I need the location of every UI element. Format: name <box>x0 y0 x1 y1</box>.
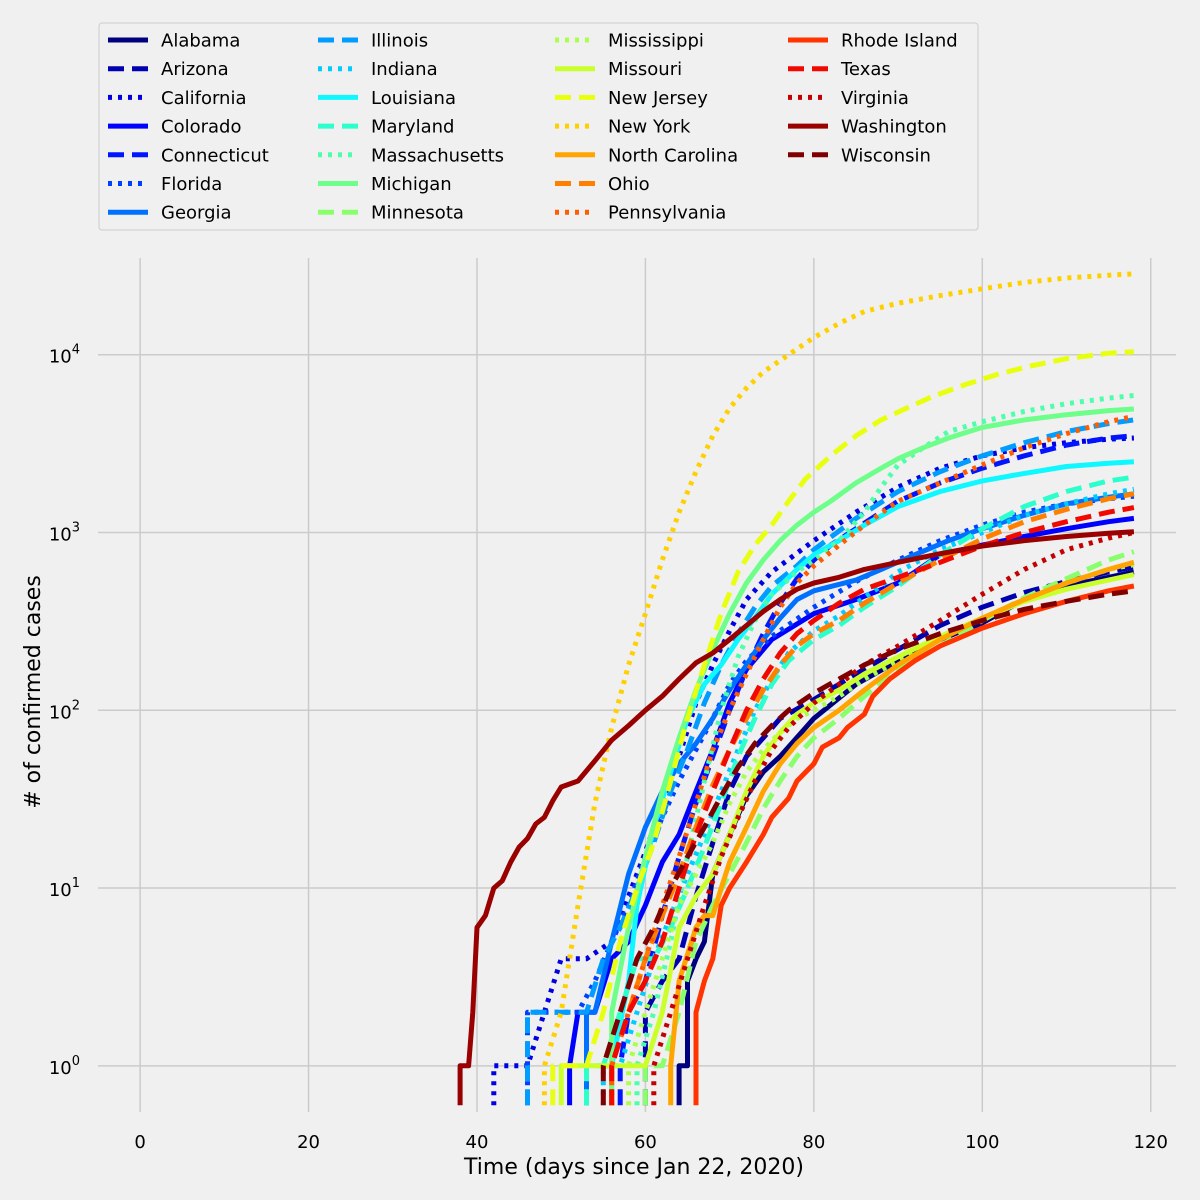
x-tick-label: 20 <box>297 1132 320 1153</box>
legend-label: Louisiana <box>371 88 456 109</box>
legend-label: Colorado <box>161 117 241 138</box>
legend-label: Massachusetts <box>371 145 504 166</box>
y-tick-label: 103 <box>49 521 80 546</box>
series-line-wisconsin <box>600 588 1135 1106</box>
legend-label: North Carolina <box>608 145 738 166</box>
y-tick-label: 101 <box>49 876 80 901</box>
legend-label: Washington <box>841 117 947 138</box>
x-tick-label: 40 <box>466 1132 489 1153</box>
y-axis-label: # of confirmed cases <box>21 575 46 809</box>
x-tick-label: 100 <box>965 1132 999 1153</box>
x-axis-label: Time (days since Jan 22, 2020) <box>463 1155 804 1180</box>
series-line-new-jersey <box>550 349 1135 1106</box>
series-line-maryland <box>584 474 1135 1106</box>
legend-label: Maryland <box>371 117 454 138</box>
legend-label: Indiana <box>371 59 438 80</box>
legend-label: New York <box>608 117 691 138</box>
series-line-texas <box>609 505 1135 1106</box>
legend-label: Missouri <box>608 59 682 80</box>
legend-label: Rhode Island <box>841 31 958 52</box>
legend-label: Michigan <box>371 174 452 195</box>
legend-label: New Jersey <box>608 88 708 109</box>
series-line-new-york <box>541 271 1135 1106</box>
legend-label: Virginia <box>841 88 909 109</box>
y-tick-label: 100 <box>49 1054 80 1079</box>
series-line-michigan <box>609 406 1135 1106</box>
legend-label: Minnesota <box>371 203 464 224</box>
legend-label: Texas <box>840 59 891 80</box>
legend-box <box>98 22 979 231</box>
series-line-virginia <box>651 530 1135 1106</box>
y-tick-label: 102 <box>49 698 80 723</box>
y-tick-label: 104 <box>49 343 80 368</box>
legend-label: Ohio <box>608 174 650 195</box>
legend-label: Illinois <box>371 31 428 52</box>
x-tick-label: 60 <box>634 1132 657 1153</box>
legend-label: Mississippi <box>608 31 704 52</box>
series-lines <box>457 271 1135 1106</box>
legend-label: Pennsylvania <box>608 203 726 224</box>
legend-label: Florida <box>161 174 222 195</box>
legend-label: Georgia <box>161 203 232 224</box>
axis-ticks: 0 20 40 60 80 100 120 100 101 102 103 104 <box>49 343 1168 1153</box>
legend-label: Connecticut <box>161 145 269 166</box>
series-line-washington <box>457 529 1135 1106</box>
legend-label: Arizona <box>161 59 229 80</box>
x-tick-label: 0 <box>134 1132 145 1153</box>
series-line-rhode-island <box>693 583 1135 1106</box>
legend-label: Wisconsin <box>841 145 931 166</box>
series-line-indiana <box>600 486 1135 1106</box>
legend-label: California <box>161 88 246 109</box>
legend: Alabama Arizona California Colorado Connecti… <box>98 22 979 231</box>
x-tick-label: 120 <box>1134 1132 1168 1153</box>
x-tick-label: 80 <box>802 1132 825 1153</box>
legend-label: Alabama <box>161 31 240 52</box>
